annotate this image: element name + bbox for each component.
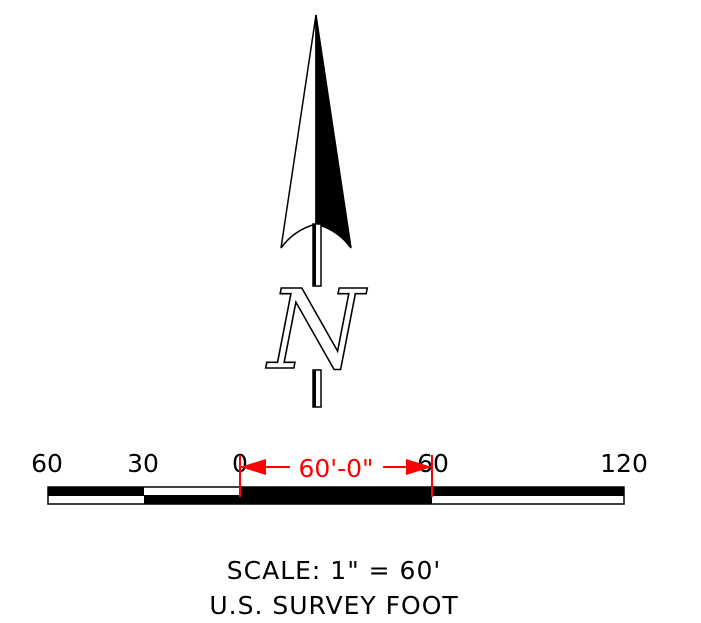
north-arrow-right-half	[315, 14, 352, 249]
scale-caption: SCALE: 1" = 60' U.S. SURVEY FOOT	[209, 556, 458, 620]
dimension-arrow-left-icon	[240, 459, 266, 475]
north-arrow-left-half	[280, 14, 317, 249]
scale-dimension: 60'-0"	[239, 454, 433, 497]
unit-text: U.S. SURVEY FOOT	[209, 591, 458, 620]
scale-text: SCALE: 1" = 60'	[227, 556, 441, 585]
scale-tick-label-30: 30	[127, 449, 159, 478]
scale-bar	[47, 486, 625, 505]
north-arrow: N	[264, 14, 369, 408]
north-letter: N	[265, 266, 368, 394]
scale-tick-label-120: 120	[600, 449, 648, 478]
dimension-label: 60'-0"	[298, 454, 373, 483]
dimension-arrow-right-icon	[406, 459, 432, 475]
scale-tick-label-60-left: 60	[31, 449, 63, 478]
